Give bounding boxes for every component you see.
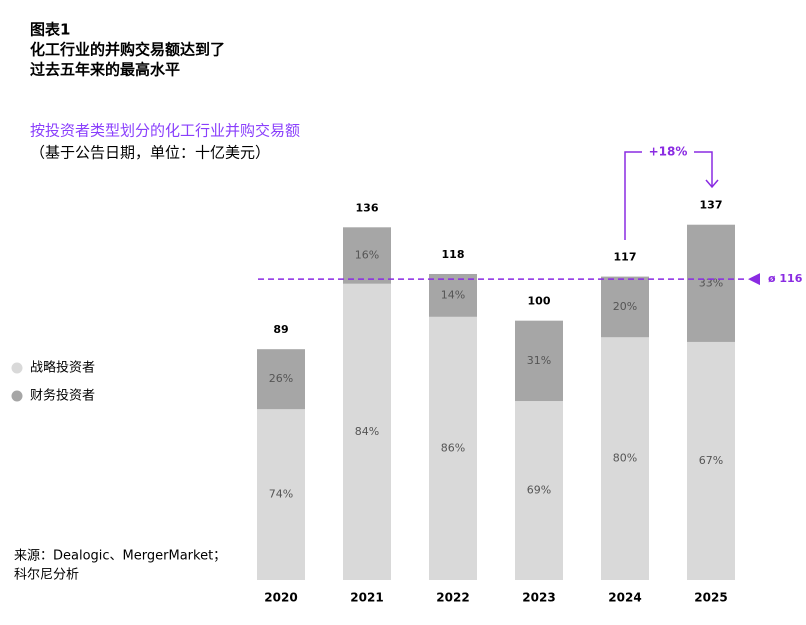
- legend-marker: [11, 390, 23, 402]
- legend-label: 战略投资者: [30, 360, 95, 376]
- segment-label: 74%: [269, 488, 293, 501]
- x-tick-label: 2021: [350, 591, 383, 605]
- bar-segment: [343, 227, 391, 284]
- bar-segment: [687, 341, 735, 580]
- segment-label: 31%: [527, 354, 551, 367]
- bar-segment: [257, 409, 305, 580]
- x-tick-label: 2020: [264, 591, 297, 605]
- segment-label: 86%: [441, 441, 465, 454]
- figure-label: 图表1: [30, 21, 70, 39]
- bar-segment: [429, 273, 477, 317]
- segment-label: 14%: [441, 288, 465, 301]
- legend-label: 财务投资者: [30, 388, 95, 404]
- chart-title: 化工行业的并购交易额达到了: [30, 41, 225, 59]
- x-tick-label: 2022: [436, 591, 469, 605]
- segment-label: 67%: [699, 454, 723, 467]
- chart-title: 过去五年来的最高水平: [30, 61, 180, 79]
- bar-segment: [257, 349, 305, 410]
- source: 科尔尼分析: [14, 568, 79, 583]
- x-tick-label: 2023: [522, 591, 555, 605]
- average-label: ø 116: [768, 272, 803, 285]
- bar-segment: [343, 283, 391, 580]
- x-tick-label: 2024: [608, 591, 641, 605]
- segment-label: 84%: [355, 425, 379, 438]
- subtitle: 按投资者类型划分的化工行业并购交易额: [30, 122, 300, 140]
- bar-segment: [429, 316, 477, 580]
- x-tick-label: 2025: [694, 591, 727, 605]
- legend-marker: [11, 362, 23, 374]
- bar-segment: [601, 276, 649, 338]
- segment-label: 20%: [613, 300, 637, 313]
- total-label: 89: [273, 323, 288, 336]
- growth-label: +18%: [649, 145, 688, 159]
- growth-arrow: [624, 151, 719, 240]
- average-marker: [748, 273, 760, 286]
- segment-label: 69%: [527, 484, 551, 497]
- unit-note: （基于公告日期，单位：十亿美元）: [30, 144, 270, 162]
- total-label: 136: [356, 201, 379, 214]
- segment-label: 26%: [269, 372, 293, 385]
- bar-segment: [601, 337, 649, 580]
- total-label: 117: [614, 251, 637, 264]
- total-label: 118: [442, 248, 465, 261]
- bar-segment: [515, 320, 563, 402]
- segment-label: 33%: [699, 276, 723, 289]
- bar-segment: [515, 401, 563, 580]
- segment-label: 16%: [355, 249, 379, 262]
- bar-segment: [687, 224, 735, 342]
- source: 来源：Dealogic、MergerMarket；: [14, 549, 226, 564]
- total-label: 137: [700, 199, 723, 212]
- total-label: 100: [528, 295, 551, 308]
- segment-label: 80%: [613, 452, 637, 465]
